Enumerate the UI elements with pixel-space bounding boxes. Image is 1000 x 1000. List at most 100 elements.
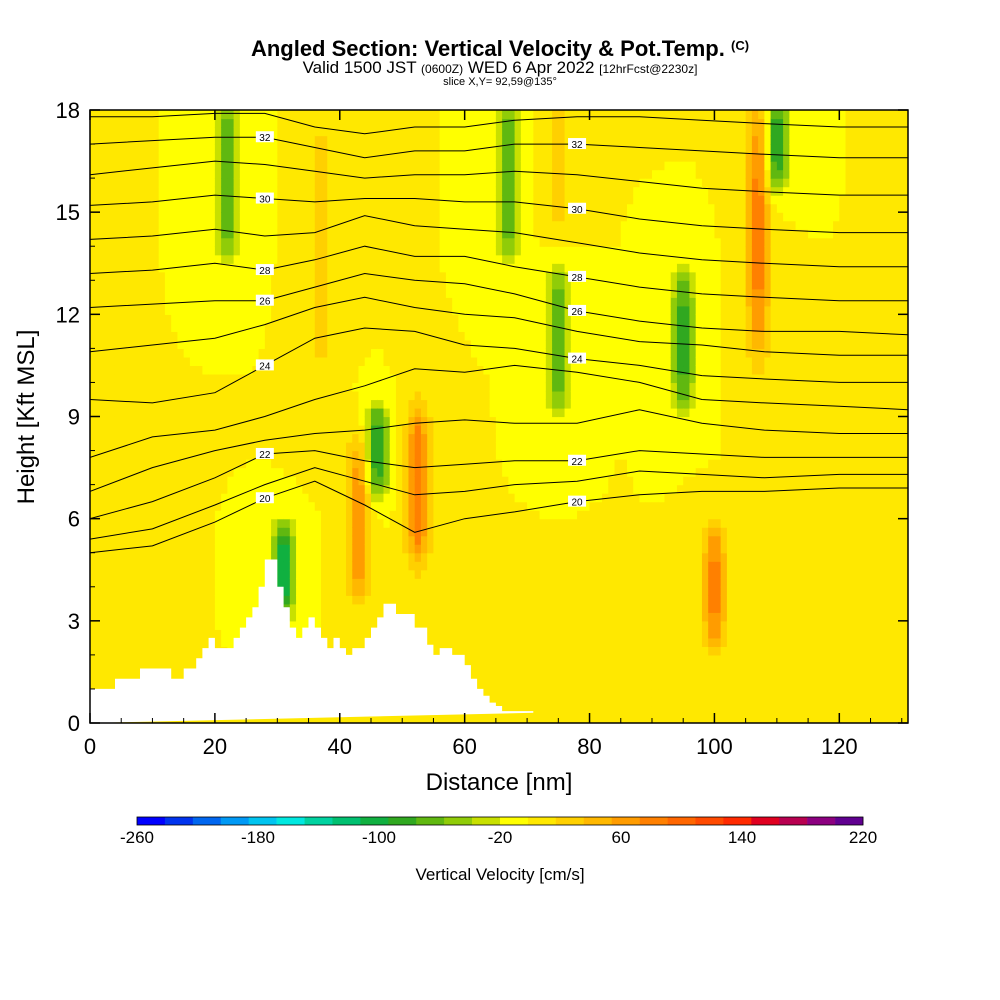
field-cell	[477, 646, 484, 656]
field-cell	[289, 425, 297, 435]
field-cell	[495, 629, 503, 639]
field-cell	[283, 203, 291, 213]
field-cell	[133, 484, 141, 494]
field-cell	[321, 161, 328, 171]
field-cell	[433, 127, 441, 137]
field-cell	[158, 561, 166, 571]
field-cell	[252, 569, 260, 579]
field-cell	[271, 535, 278, 545]
field-cell	[352, 442, 360, 452]
field-cell	[402, 527, 410, 537]
field-cell	[289, 561, 297, 571]
field-cell	[189, 612, 197, 622]
field-cell	[452, 127, 460, 137]
field-cell	[339, 612, 347, 622]
field-cell	[146, 518, 154, 528]
field-cell	[402, 237, 410, 247]
field-cell	[389, 212, 397, 222]
field-cell	[402, 459, 410, 469]
field-cell	[271, 450, 278, 460]
field-cell	[483, 484, 491, 494]
field-cell	[508, 450, 516, 460]
field-cell	[102, 390, 110, 401]
field-cell	[271, 527, 278, 537]
field-cell	[495, 305, 503, 315]
field-cell	[289, 484, 297, 494]
field-cell	[302, 365, 310, 375]
field-cell	[96, 552, 104, 562]
field-cell	[339, 569, 347, 579]
field-cell	[470, 254, 478, 264]
field-cell	[90, 373, 97, 384]
field-cell	[502, 407, 509, 418]
field-cell	[321, 586, 328, 596]
field-cell	[395, 442, 403, 452]
field-cell	[189, 220, 197, 230]
field-cell	[214, 331, 222, 341]
field-cell	[283, 578, 291, 588]
field-cell	[414, 195, 422, 205]
field-cell	[246, 586, 253, 596]
field-cell	[433, 382, 441, 392]
field-cell	[395, 595, 403, 605]
field-cell	[296, 459, 303, 469]
field-cell	[96, 535, 104, 545]
field-cell	[189, 595, 197, 605]
field-cell	[202, 271, 210, 281]
field-cell	[158, 467, 166, 477]
field-cell	[402, 535, 410, 545]
field-cell	[483, 569, 491, 579]
field-cell	[221, 416, 228, 426]
field-cell	[477, 110, 484, 120]
field-cell	[214, 339, 222, 349]
field-cell	[477, 271, 484, 281]
field-cell	[495, 697, 503, 707]
field-cell	[358, 280, 366, 290]
field-cell	[271, 118, 278, 128]
field-cell	[352, 322, 360, 332]
field-cell	[164, 161, 172, 171]
field-cell	[90, 484, 97, 494]
field-cell	[377, 603, 385, 613]
field-cell	[214, 365, 222, 375]
field-cell	[327, 203, 335, 213]
field-cell	[139, 178, 147, 188]
field-cell	[470, 161, 478, 171]
field-cell	[202, 501, 210, 511]
field-cell	[483, 612, 491, 622]
field-cell	[389, 186, 397, 196]
field-cell	[427, 603, 435, 613]
field-cell	[327, 254, 335, 264]
field-cell	[152, 620, 160, 630]
field-cell	[408, 110, 416, 120]
field-cell	[470, 356, 478, 367]
field-cell	[108, 544, 116, 554]
field-cell	[321, 288, 328, 298]
field-cell	[146, 629, 154, 639]
field-cell	[414, 586, 422, 596]
field-cell	[427, 637, 435, 647]
field-cell	[508, 680, 516, 690]
field-cell	[502, 450, 509, 460]
field-cell	[246, 510, 253, 520]
field-cell	[414, 203, 422, 213]
field-cell	[189, 331, 197, 341]
field-cell	[158, 586, 166, 596]
field-cell	[171, 186, 179, 196]
field-cell	[514, 271, 522, 281]
field-cell	[495, 348, 503, 358]
field-cell	[246, 552, 253, 562]
field-cell	[402, 365, 410, 375]
field-cell	[196, 118, 203, 128]
field-cell	[445, 271, 453, 281]
field-cell	[171, 612, 179, 622]
field-cell	[102, 603, 110, 613]
field-cell	[445, 407, 453, 418]
field-cell	[208, 390, 216, 401]
field-cell	[433, 501, 441, 511]
field-cell	[414, 144, 422, 154]
field-cell	[395, 110, 403, 120]
field-cell	[452, 467, 460, 477]
field-cell	[177, 501, 185, 511]
